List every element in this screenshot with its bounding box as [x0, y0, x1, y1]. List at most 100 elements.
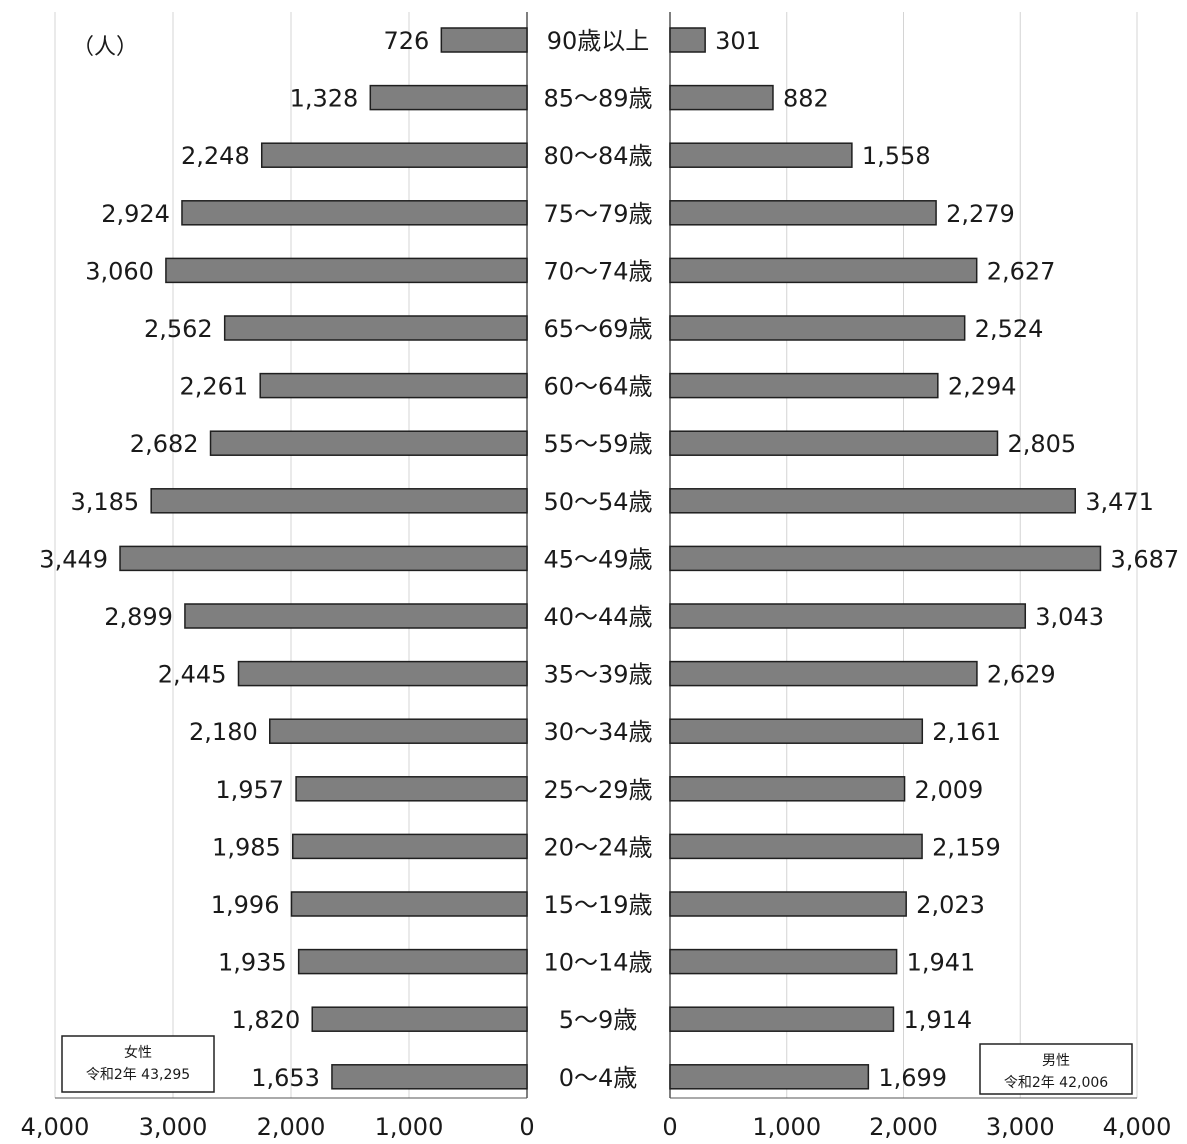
left-tick-label: 4,000 [21, 1113, 90, 1141]
left-tick-label: 1,000 [375, 1113, 444, 1141]
unit-label: （人） [72, 35, 138, 60]
male-value-label: 1,699 [878, 1064, 947, 1092]
male-value-label: 2,805 [1007, 430, 1076, 458]
age-group-label: 5～9歳 [559, 1006, 638, 1034]
female-bar [223, 315, 528, 341]
female-value-label: 1,653 [251, 1064, 320, 1092]
male-value-label: 2,161 [932, 718, 1001, 746]
male-bar [669, 372, 939, 399]
male-value-label: 1,914 [903, 1006, 972, 1034]
female-value-label: 3,449 [39, 545, 108, 573]
age-group-label: 85～89歳 [543, 85, 652, 113]
male-value-label: 3,043 [1035, 603, 1104, 631]
age-group-label: 75～79歳 [543, 200, 652, 228]
right-tick-label: 1,000 [752, 1113, 821, 1141]
age-group-label: 60～64歳 [543, 373, 652, 401]
male-value-label: 2,023 [916, 891, 985, 919]
male-value-label: 2,159 [932, 833, 1001, 861]
axis-layer: 0 0 1,000 1,000 2,000 2,000 3,000 3,000 4,000 4,0… [21, 12, 1171, 1141]
female-value-label: 1,328 [290, 85, 359, 113]
female-bar [165, 257, 528, 284]
male-bar [669, 603, 1027, 629]
male-bar [669, 660, 978, 687]
female-value-label: 2,899 [104, 603, 173, 631]
female-value-label: 2,682 [130, 430, 199, 458]
female-bar [297, 948, 528, 975]
legend-series-name: 男性 [1042, 1053, 1070, 1069]
female-bar [150, 488, 528, 514]
male-bar [669, 84, 774, 111]
male-bar [669, 891, 907, 917]
legend-box [61, 1035, 215, 1093]
female-bar [259, 372, 528, 399]
female-value-label: 1,820 [232, 1006, 301, 1034]
age-group-label: 15～19歳 [543, 891, 652, 919]
age-group-label: 70～74歳 [543, 257, 652, 285]
right-tick-label: 2,000 [869, 1113, 938, 1141]
male-bar [669, 545, 1102, 572]
legend-box [979, 1043, 1133, 1095]
male-bar [669, 776, 906, 802]
male-bar [669, 430, 999, 456]
female-value-label: 3,060 [85, 257, 154, 285]
male-bar [669, 142, 853, 168]
female-value-label: 3,185 [70, 488, 139, 516]
bar-layer [119, 27, 1102, 1090]
female-value-label: 726 [384, 27, 430, 55]
female-value-label: 1,957 [215, 776, 284, 804]
female-bar [260, 142, 528, 168]
left-tick-label: 2,000 [257, 1113, 326, 1141]
male-value-label: 301 [715, 27, 761, 55]
legend-total: 令和2年 42,006 [1004, 1075, 1108, 1091]
male-bar [669, 257, 978, 284]
age-group-label: 80～84歳 [543, 142, 652, 170]
female-bar [369, 84, 528, 111]
male-bar [669, 1006, 895, 1032]
label-layer: 726 301 90歳以上 1,328 882 85～89歳 2,248 1,558 80～84… [39, 27, 1179, 1092]
legend-series-name: 女性 [124, 1044, 152, 1061]
left-tick-label: 0 [519, 1113, 534, 1141]
female-bar [119, 545, 528, 572]
female-value-label: 1,935 [218, 949, 287, 977]
male-bar [669, 948, 898, 975]
female-bar [184, 603, 528, 629]
male-bar [669, 488, 1076, 514]
age-group-label: 40～44歳 [543, 603, 652, 631]
female-bar [331, 1064, 528, 1090]
male-bar [669, 315, 966, 341]
age-group-label: 35～39歳 [543, 661, 652, 689]
female-value-label: 2,924 [101, 200, 170, 228]
male-value-label: 2,627 [987, 257, 1056, 285]
age-group-label: 0～4歳 [559, 1064, 638, 1092]
male-value-label: 882 [783, 85, 829, 113]
female-value-label: 2,562 [144, 315, 213, 343]
female-value-label: 2,180 [189, 718, 258, 746]
age-group-label: 25～29歳 [543, 776, 652, 804]
male-bar [669, 718, 924, 744]
age-group-label: 30～34歳 [543, 718, 652, 746]
age-group-label: 50～54歳 [543, 488, 652, 516]
age-group-label: 10～14歳 [543, 949, 652, 977]
male-value-label: 1,558 [862, 142, 931, 170]
male-value-label: 3,687 [1110, 545, 1179, 573]
female-bar [295, 776, 528, 802]
female-bar [440, 27, 528, 53]
male-value-label: 2,629 [987, 661, 1056, 689]
female-bar [209, 430, 528, 456]
female-bar [292, 833, 528, 860]
female-value-label: 2,261 [179, 373, 248, 401]
female-bar [181, 200, 528, 226]
male-value-label: 2,524 [975, 315, 1044, 343]
male-value-label: 2,279 [946, 200, 1015, 228]
male-bar [669, 27, 706, 53]
right-tick-label: 3,000 [986, 1113, 1055, 1141]
female-bar [311, 1006, 528, 1032]
age-group-label: 20～24歳 [543, 833, 652, 861]
male-bar [669, 1064, 870, 1090]
male-bar [669, 200, 937, 226]
male-value-label: 3,471 [1085, 488, 1154, 516]
age-group-label: 65～69歳 [543, 315, 652, 343]
age-group-label: 45～49歳 [543, 545, 652, 573]
